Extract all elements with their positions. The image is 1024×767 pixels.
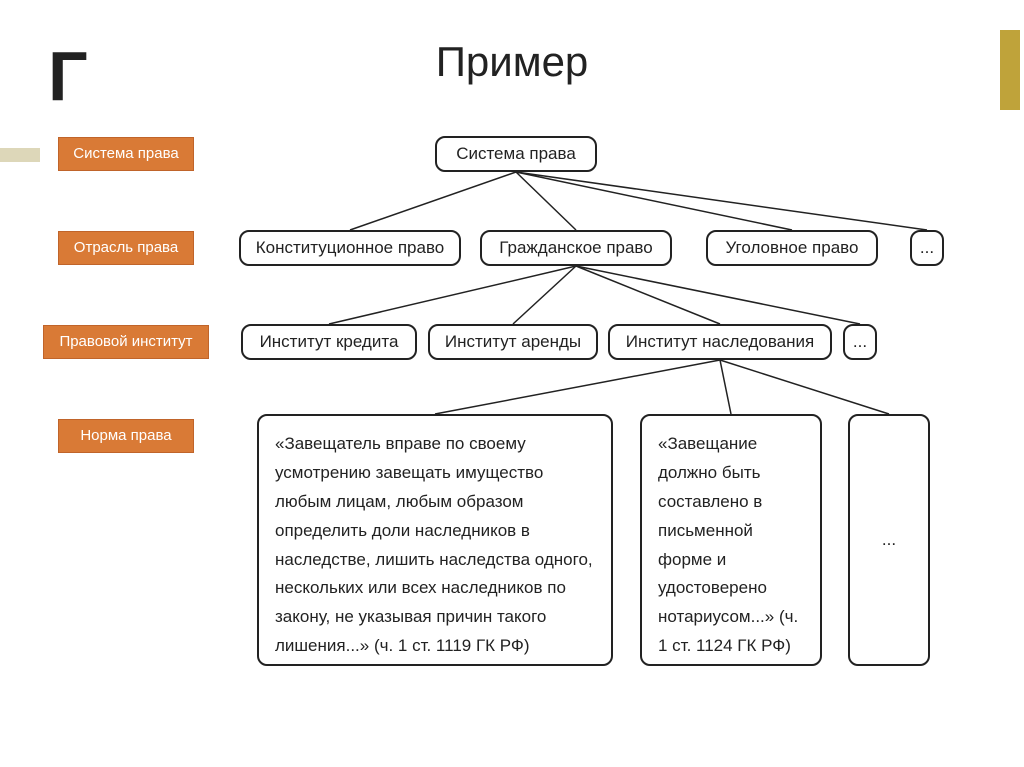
norm-node-norm2: «Завещание должно быть составлено в пись… <box>640 414 822 666</box>
diagram-node-inst-e: ... <box>843 324 877 360</box>
diagram-node-root: Система права <box>435 136 597 172</box>
edge-nasled-norm2 <box>720 360 731 414</box>
diagram-node-grazh: Гражданское право <box>480 230 672 266</box>
edge-root-otr-e <box>516 172 927 230</box>
sidebar-label: Отрасль права <box>58 231 194 265</box>
edge-grazh-inst-e <box>576 266 860 324</box>
diagram-node-kredit: Институт кредита <box>241 324 417 360</box>
sidebar-label: Норма права <box>58 419 194 453</box>
edge-root-konst <box>350 172 516 230</box>
edge-nasled-norm3 <box>720 360 889 414</box>
norm-node-norm3: ... <box>848 414 930 666</box>
norm-node-norm1: «Завещатель вправе по своему усмотрению … <box>257 414 613 666</box>
diagram-node-nasled: Институт наследования <box>608 324 832 360</box>
edge-root-grazh <box>516 172 576 230</box>
sidebar-label: Система права <box>58 137 194 171</box>
edge-grazh-nasled <box>576 266 720 324</box>
edge-root-ugol <box>516 172 792 230</box>
diagram-node-otr-e: ... <box>910 230 944 266</box>
edge-grazh-kredit <box>329 266 576 324</box>
edge-grazh-arenda <box>513 266 576 324</box>
page-title: Пример <box>0 38 1024 86</box>
diagram-node-ugol: Уголовное право <box>706 230 878 266</box>
sidebar-label: Правовой институт <box>43 325 209 359</box>
decor-bar-left <box>0 148 40 162</box>
diagram-node-arenda: Институт аренды <box>428 324 598 360</box>
diagram-node-konst: Конституционное право <box>239 230 461 266</box>
edge-nasled-norm1 <box>435 360 720 414</box>
